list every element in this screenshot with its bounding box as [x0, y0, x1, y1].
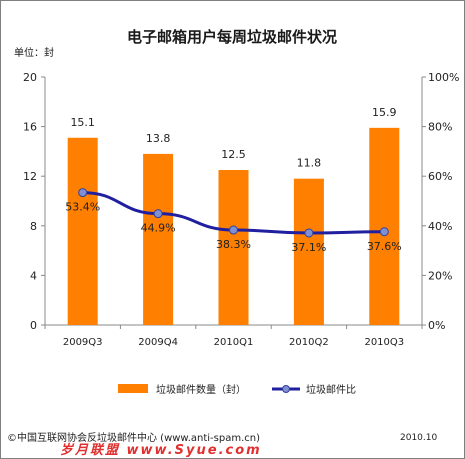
- ratio-point-2009Q4: [153, 209, 163, 219]
- bar-2009Q3: [67, 137, 98, 325]
- legend-line-label: 垃圾邮件比: [306, 383, 356, 396]
- bar-value-label: 11.8: [297, 157, 322, 170]
- ratio-value-label: 38.3%: [216, 238, 251, 251]
- x-tick-label: 2009Q3: [63, 337, 103, 348]
- left-tick-label: 0: [30, 319, 37, 332]
- ratio-point-2010Q2: [304, 228, 314, 238]
- unit-label: 单位：封: [14, 46, 54, 59]
- right-tick-label: 40%: [428, 220, 452, 233]
- ratio-value-label: 37.6%: [367, 240, 402, 253]
- x-tick-label: 2010Q1: [214, 337, 254, 348]
- ratio-point-2010Q1: [229, 225, 238, 235]
- source-note: ©中国互联网协会反垃圾邮件中心 (www.anti-spam.cn): [7, 433, 260, 444]
- x-tick-label: 2009Q4: [138, 337, 178, 348]
- watermark: 岁月联盟 www.Syue.com: [60, 443, 262, 458]
- legend-line-marker: [282, 385, 290, 393]
- left-tick-label: 12: [23, 170, 37, 183]
- bar-2010Q2: [293, 178, 324, 325]
- bar-value-label: 15.1: [70, 116, 95, 129]
- ratio-value-label: 37.1%: [291, 241, 326, 254]
- right-tick-label: 100%: [428, 71, 459, 84]
- bar-value-label: 12.5: [221, 148, 246, 161]
- left-tick-label: 20: [23, 71, 37, 84]
- x-tick-label: 2010Q2: [289, 337, 329, 348]
- x-tick-label: 2010Q3: [364, 337, 404, 348]
- legend-bar-swatch: [118, 384, 148, 393]
- bar-2010Q1: [218, 170, 249, 325]
- right-tick-label: 60%: [428, 170, 452, 183]
- right-tick-label: 80%: [428, 121, 452, 134]
- ratio-value-label: 44.9%: [141, 222, 176, 235]
- right-tick-label: 20%: [428, 269, 452, 282]
- bar-value-label: 13.8: [146, 132, 171, 145]
- left-tick-label: 8: [30, 220, 37, 233]
- left-tick-label: 4: [30, 269, 37, 282]
- left-tick-label: 16: [23, 121, 37, 134]
- ratio-point-2010Q3: [379, 227, 389, 237]
- bar-2010Q3: [369, 127, 400, 325]
- report-date: 2010.10: [400, 433, 438, 443]
- bar-2009Q4: [143, 153, 174, 325]
- chart-title: 电子邮箱用户每周垃圾邮件状况: [127, 28, 337, 46]
- ratio-value-label: 53.4%: [65, 201, 100, 214]
- ratio-point-2009Q3: [78, 188, 88, 198]
- right-tick-label: 0%: [428, 319, 445, 332]
- bar-value-label: 15.9: [372, 106, 397, 119]
- legend-bar-label: 垃圾邮件数量（封）: [156, 383, 246, 396]
